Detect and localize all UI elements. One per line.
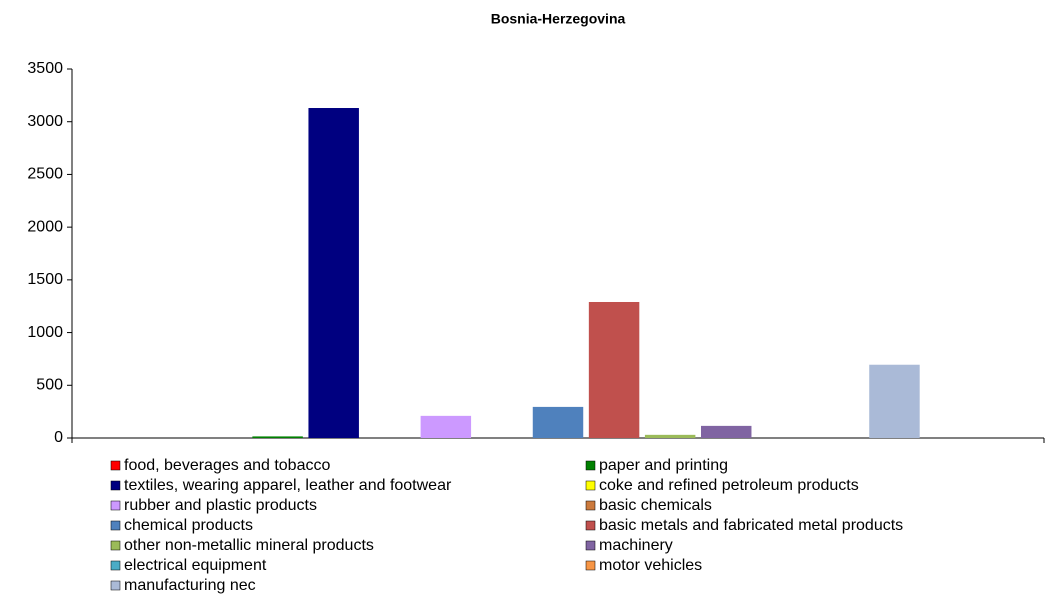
legend-swatch: [110, 560, 121, 571]
legend-swatch: [585, 560, 596, 571]
y-tick-label: 1500: [27, 271, 63, 288]
legend-label: paper and printing: [599, 457, 728, 474]
bar: [700, 425, 752, 438]
legend-label: coke and refined petroleum products: [599, 477, 859, 494]
legend-label: chemical products: [124, 517, 253, 534]
y-tick-label: 1000: [27, 324, 63, 341]
legend-label: basic chemicals: [599, 497, 712, 514]
y-tick-label: 2500: [27, 166, 63, 183]
y-tick-label: 500: [36, 377, 63, 394]
legend-swatch: [585, 500, 596, 511]
y-tick-label: 0: [54, 429, 63, 446]
bar: [420, 415, 472, 438]
legend-swatch: [110, 540, 121, 551]
legend-label: electrical equipment: [124, 557, 267, 574]
y-tick-label: 3000: [27, 113, 63, 130]
legend-label: other non-metallic mineral products: [124, 537, 374, 554]
legend-swatch: [585, 540, 596, 551]
y-tick-label: 3500: [27, 60, 63, 77]
legend-label: motor vehicles: [599, 557, 702, 574]
legend-label: food, beverages and tobacco: [124, 457, 330, 474]
legend-label: textiles, wearing apparel, leather and f…: [124, 477, 452, 494]
legend-label: manufacturing nec: [124, 577, 256, 594]
legend-swatch: [585, 460, 596, 471]
bar: [588, 301, 640, 438]
legend-label: rubber and plastic products: [124, 497, 317, 514]
bar: [532, 406, 584, 438]
bar: [644, 434, 696, 438]
chart-title: Bosnia-Herzegovina: [491, 11, 626, 27]
legend-swatch: [110, 520, 121, 531]
y-tick-label: 2000: [27, 218, 63, 235]
bar: [308, 108, 359, 438]
legend-label: basic metals and fabricated metal produc…: [599, 517, 903, 534]
bar: [869, 364, 920, 438]
legend-swatch: [110, 500, 121, 511]
legend-swatch: [110, 460, 121, 471]
legend-swatch: [110, 580, 121, 591]
legend-swatch: [585, 480, 596, 491]
legend-swatch: [110, 480, 121, 491]
legend-label: machinery: [599, 537, 673, 554]
legend-swatch: [585, 520, 596, 531]
bar: [252, 436, 303, 438]
